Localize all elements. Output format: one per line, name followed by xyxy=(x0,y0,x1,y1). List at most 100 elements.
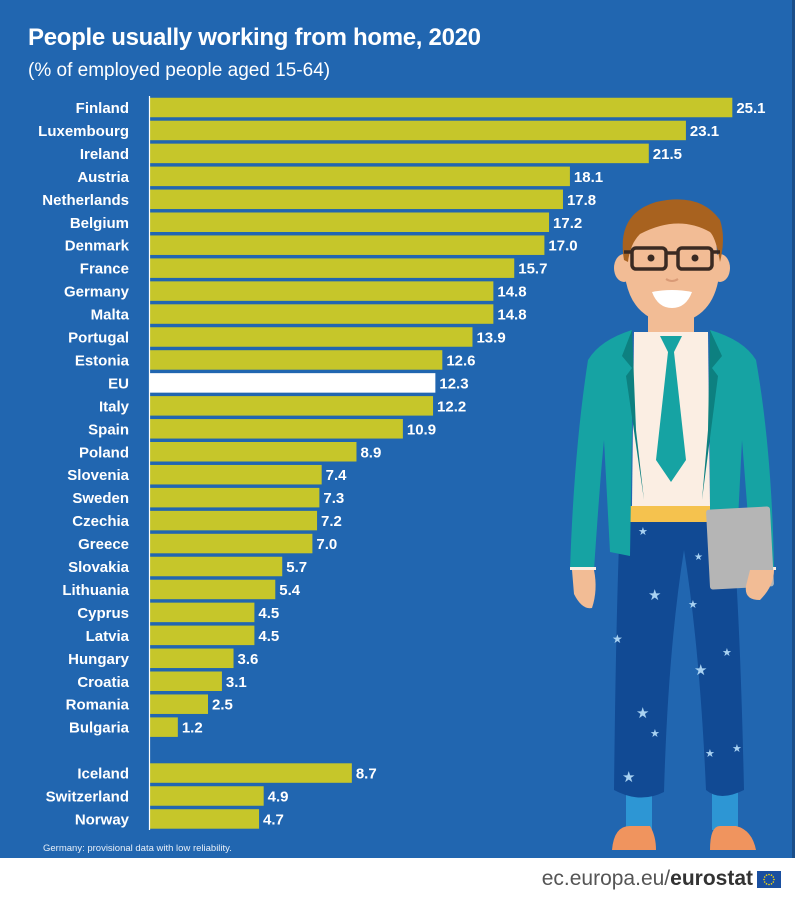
bar-row-slovakia: Slovakia 5.7 xyxy=(68,556,307,577)
left-foot xyxy=(612,826,656,850)
value-label: 1.2 xyxy=(182,720,203,737)
category-label: Switzerland xyxy=(46,789,129,806)
bar xyxy=(150,442,357,462)
bar-row-ireland: Ireland 21.5 xyxy=(80,143,682,164)
bar-row-czechia: Czechia 7.2 xyxy=(72,510,342,531)
bar-row-austria: Austria 18.1 xyxy=(77,166,603,187)
belt xyxy=(622,506,730,522)
bar xyxy=(150,258,515,278)
category-label: Malta xyxy=(91,307,130,324)
bar xyxy=(150,166,570,187)
value-label: 8.9 xyxy=(360,444,381,461)
svg-text:★: ★ xyxy=(638,525,648,538)
value-label: 7.2 xyxy=(321,513,342,530)
bar xyxy=(150,120,686,141)
bar xyxy=(150,212,550,232)
bar xyxy=(150,556,283,577)
bar xyxy=(150,786,264,806)
category-label: Hungary xyxy=(68,651,130,668)
svg-text:★: ★ xyxy=(694,661,707,679)
category-label: Italy xyxy=(99,398,130,415)
bar-row-italy: Italy 12.2 xyxy=(99,396,466,416)
value-label: 3.6 xyxy=(238,651,259,668)
right-foot xyxy=(710,826,756,850)
glasses-icon xyxy=(624,246,720,271)
laptop-icon xyxy=(706,506,774,590)
category-label: Sweden xyxy=(72,490,129,507)
man-in-pyjamas-illustration: ★ ★ ★ ★ ★ ★ ★ ★ ★ ★ ★ ★ xyxy=(570,199,776,850)
flag-star xyxy=(770,882,773,885)
bar-row-latvia: Latvia 4.5 xyxy=(86,625,279,646)
svg-text:★: ★ xyxy=(688,598,698,611)
value-label: 17.0 xyxy=(548,238,577,255)
value-label: 13.9 xyxy=(476,330,505,347)
left-cuff xyxy=(570,567,596,570)
eurostat-url[interactable]: ec.europa.eu/eurostat xyxy=(542,867,753,891)
bar-row-denmark: Denmark 17.0 xyxy=(65,235,578,255)
svg-text:★: ★ xyxy=(722,646,732,659)
category-label: Greece xyxy=(78,536,129,553)
flag-star xyxy=(768,883,770,885)
category-label: Austria xyxy=(77,169,129,186)
value-label: 2.5 xyxy=(212,697,233,714)
value-label: 17.2 xyxy=(553,215,582,232)
bar xyxy=(150,579,276,600)
value-label: 8.7 xyxy=(356,766,377,783)
bar xyxy=(150,396,434,416)
value-label: 4.5 xyxy=(258,605,279,622)
value-label: 4.7 xyxy=(263,811,284,828)
left-hand xyxy=(572,570,596,609)
bar xyxy=(150,97,733,118)
footer-logo: ec.europa.eu/eurostat xyxy=(542,866,781,892)
chart-title: People usually working from home, 2020 xyxy=(28,24,481,51)
chart-subtitle: (% of employed people aged 15-64) xyxy=(28,60,331,81)
bar xyxy=(150,533,313,554)
bar-row-switzerland: Switzerland 4.9 xyxy=(46,786,289,806)
tie xyxy=(656,336,686,482)
category-label: Slovakia xyxy=(68,559,130,576)
bar-row-france: France 15.7 xyxy=(80,258,547,278)
bar-row-estonia: Estonia 12.6 xyxy=(75,350,476,370)
bar-row-romania: Romania 2.5 xyxy=(66,694,233,714)
bar-row-norway: Norway 4.7 xyxy=(75,809,284,829)
flag-star xyxy=(772,880,775,883)
bar-row-netherlands: Netherlands 17.8 xyxy=(42,189,596,210)
bar xyxy=(150,763,352,783)
bar-eu-average xyxy=(150,373,436,393)
hair xyxy=(622,199,723,262)
value-label: 12.2 xyxy=(437,398,466,415)
bar xyxy=(150,327,473,347)
value-label: 18.1 xyxy=(574,169,603,186)
bar-row-lithuania: Lithuania 5.4 xyxy=(62,579,301,600)
svg-text:★: ★ xyxy=(622,768,635,786)
svg-text:★: ★ xyxy=(612,632,623,646)
category-label: Denmark xyxy=(65,238,130,255)
value-label: 5.4 xyxy=(279,582,301,599)
bar xyxy=(150,602,255,623)
flag-star xyxy=(773,878,775,880)
bar xyxy=(150,694,208,714)
category-label: Croatia xyxy=(77,674,129,691)
bar xyxy=(150,487,320,508)
category-label: Ireland xyxy=(80,146,129,163)
value-label: 14.8 xyxy=(497,284,526,301)
bar xyxy=(150,671,222,691)
category-label: Spain xyxy=(88,421,129,438)
eu-stars-icon xyxy=(763,873,775,885)
bar xyxy=(150,143,649,164)
category-label: Norway xyxy=(75,811,130,828)
bar-row-spain: Spain 10.9 xyxy=(88,419,436,439)
value-label: 17.8 xyxy=(567,192,596,209)
category-label: Germany xyxy=(64,284,130,301)
bar xyxy=(150,419,403,439)
nose xyxy=(665,278,679,282)
smile xyxy=(652,290,692,308)
flag-star xyxy=(763,875,766,878)
category-label: Romania xyxy=(66,697,130,714)
bar xyxy=(150,304,494,324)
value-label: 7.3 xyxy=(323,490,344,507)
jacket-right-lapel xyxy=(702,330,722,500)
bar xyxy=(150,510,318,531)
value-label: 7.0 xyxy=(316,536,337,553)
value-label: 3.1 xyxy=(226,674,247,691)
